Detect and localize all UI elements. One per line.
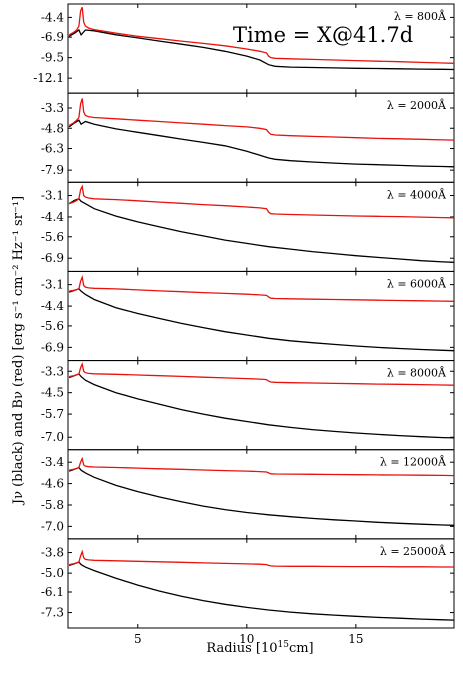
panel-wavelength-label: λ = 800Å — [394, 9, 447, 23]
series-line-b-red — [68, 361, 455, 386]
series-line-j-black — [68, 288, 455, 352]
y-tick-label: -5.6 — [41, 319, 64, 333]
y-tick-label: -5.7 — [41, 407, 64, 421]
y-tick-label: -3.4 — [41, 455, 65, 469]
panel-6: -3.4 -4.6 -5.8 -7.0 λ = 12000Å — [41, 449, 455, 540]
series-line-j-black — [68, 466, 455, 526]
x-axis-label-main: Radius [10 — [206, 641, 277, 656]
series-line-j-black — [68, 198, 455, 263]
y-tick-label: -3.1 — [41, 188, 64, 202]
y-tick-label: -6.9 — [41, 251, 64, 265]
series-line-j-black — [68, 373, 455, 439]
y-tick-label: -7.0 — [41, 430, 64, 444]
series-line-b-red — [68, 456, 455, 477]
series-line-b-red — [68, 274, 455, 302]
panel-wavelength-label: λ = 2000Å — [387, 98, 447, 112]
panel-wavelength-label: λ = 12000Å — [380, 455, 447, 469]
series-line-b-red — [68, 6, 455, 64]
panel-7: -3.8 -5.0 -6.1 -7.3 λ = 25000Å — [41, 538, 455, 629]
y-tick-label: -3.1 — [41, 278, 64, 292]
panel-wavelength-label: λ = 8000Å — [387, 366, 447, 380]
y-tick-label: -4.5 — [41, 386, 64, 400]
y-axis-label: Jν (black) and Bν (red) [erg s⁻¹ cm⁻² Hz… — [11, 196, 26, 506]
panel-wavelength-label: λ = 6000Å — [387, 276, 447, 290]
panel-wavelength-label: λ = 25000Å — [380, 544, 447, 558]
y-tick-label: -6.9 — [41, 30, 64, 44]
series-line-j-black — [68, 561, 455, 621]
y-tick-label: -4.4 — [41, 210, 65, 224]
series-line-b-red — [68, 98, 455, 141]
y-tick-label: -3.8 — [41, 546, 64, 560]
y-tick-label: -12.1 — [33, 71, 64, 85]
panel-frame — [67, 538, 455, 629]
panels-group: -4.4 -6.9 -9.5 -12.1 λ = 800Å -3.3 -4.8 -6.3 -7.… — [33, 3, 455, 646]
x-axis-label-tail: cm] — [289, 641, 314, 656]
x-tick-label: 5 — [134, 632, 142, 646]
y-tick-label: -7.3 — [41, 606, 64, 620]
x-tick-label: 15 — [348, 632, 363, 646]
y-tick-label: -4.6 — [41, 477, 64, 491]
x-axis-label: Radius [1015cm] — [206, 640, 313, 656]
y-tick-label: -4.8 — [41, 121, 64, 135]
panel-4: -3.1 -4.4 -5.6 -6.9 λ = 6000Å — [41, 270, 455, 362]
x-axis-label-sup: 15 — [277, 640, 289, 650]
panel-2: -3.3 -4.8 -6.3 -7.9 λ = 2000Å — [41, 92, 455, 183]
x-tick-label: 10 — [239, 632, 254, 646]
y-tick-label: -3.3 — [41, 101, 64, 115]
y-tick-label: -7.0 — [41, 519, 64, 533]
y-tick-label: -7.9 — [41, 163, 64, 177]
y-tick-label: -5.8 — [41, 498, 64, 512]
panel-5: -3.3 -4.5 -5.7 -7.0 λ = 8000Å — [41, 360, 455, 451]
series-line-b-red — [68, 184, 455, 219]
y-tick-label: -6.9 — [41, 340, 64, 354]
y-tick-label: -9.5 — [41, 51, 64, 65]
y-tick-label: -3.3 — [41, 364, 64, 378]
chart-title: Time = X@41.7d — [233, 23, 413, 47]
panel-1: -4.4 -6.9 -9.5 -12.1 λ = 800Å — [33, 3, 455, 94]
series-line-b-red — [68, 549, 454, 568]
y-tick-label: -4.4 — [41, 299, 65, 313]
y-tick-label: -5.6 — [41, 230, 64, 244]
series-line-j-black — [68, 119, 455, 168]
y-tick-label: -5.0 — [41, 566, 64, 580]
panel-3: -3.1 -4.4 -5.6 -6.9 λ = 4000Å — [41, 181, 455, 272]
panel-wavelength-label: λ = 4000Å — [387, 187, 447, 201]
series-line-j-black — [68, 29, 455, 71]
y-tick-label: -6.1 — [41, 585, 64, 599]
y-tick-label: -4.4 — [41, 10, 65, 24]
y-tick-label: -6.3 — [41, 142, 64, 156]
